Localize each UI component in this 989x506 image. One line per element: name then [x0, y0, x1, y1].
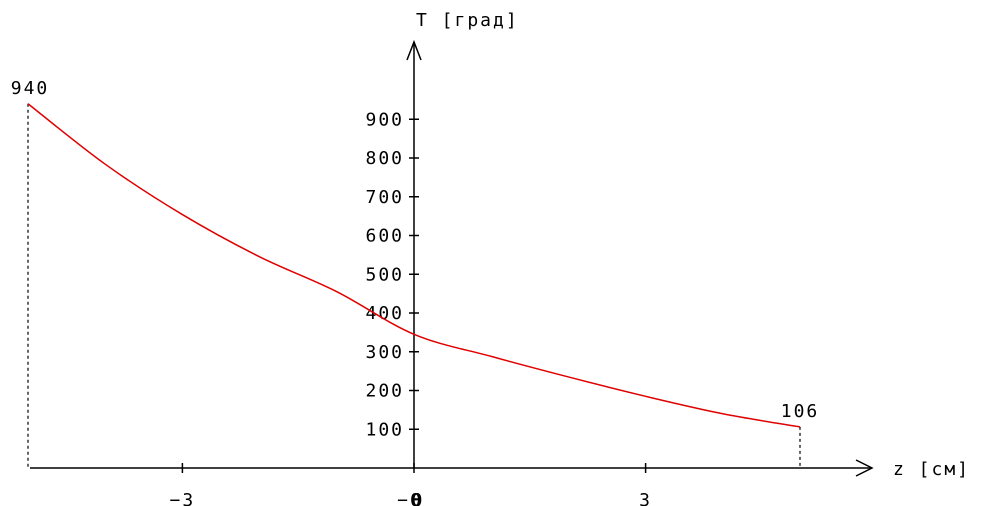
- y-axis-title: T [град]: [416, 10, 519, 31]
- y-tick-label: 900: [365, 109, 404, 130]
- endpoint-guides: [27, 103, 801, 468]
- x-ticks: −3 −00 3: [170, 463, 652, 506]
- x-axis-title: z [см]: [893, 459, 970, 480]
- x-tick-label: 0: [412, 490, 425, 506]
- x-tick-label: 3: [639, 490, 652, 506]
- y-ticks: 100 200 300 400 500 600 700 800 900: [365, 109, 419, 440]
- y-tick-label: 500: [365, 264, 404, 285]
- x-tick-label: −0: [397, 490, 423, 506]
- y-tick-label: 200: [365, 381, 404, 402]
- x-tick-label: −3: [170, 490, 196, 506]
- y-tick-label: 600: [365, 226, 404, 247]
- y-tick-label: 400: [365, 303, 404, 324]
- series-line-temperature: [27, 103, 801, 428]
- y-tick-label: 300: [365, 342, 404, 363]
- y-axis-arrow: [406, 39, 422, 61]
- axes: [30, 39, 874, 477]
- annotation-label: 106: [781, 401, 820, 422]
- annotations: 940 106: [11, 78, 820, 422]
- y-tick-label: 100: [365, 419, 404, 440]
- y-tick-label: 700: [365, 187, 404, 208]
- x-axis-arrow: [855, 459, 874, 477]
- y-tick-label: 800: [365, 148, 404, 169]
- annotation-label: 940: [11, 78, 50, 99]
